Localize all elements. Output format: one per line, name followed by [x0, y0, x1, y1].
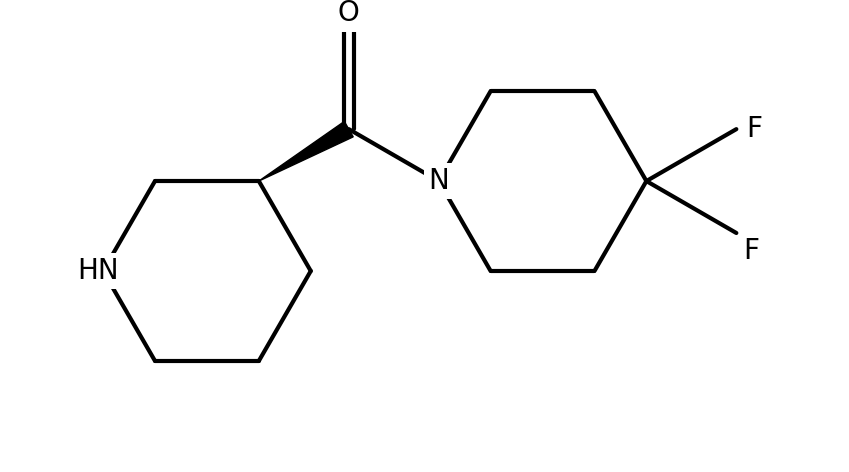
Text: N: N	[429, 167, 449, 195]
Polygon shape	[259, 121, 353, 181]
Text: O: O	[338, 0, 360, 27]
Text: F: F	[746, 115, 762, 143]
Text: HN: HN	[77, 257, 119, 285]
Text: F: F	[743, 237, 759, 265]
